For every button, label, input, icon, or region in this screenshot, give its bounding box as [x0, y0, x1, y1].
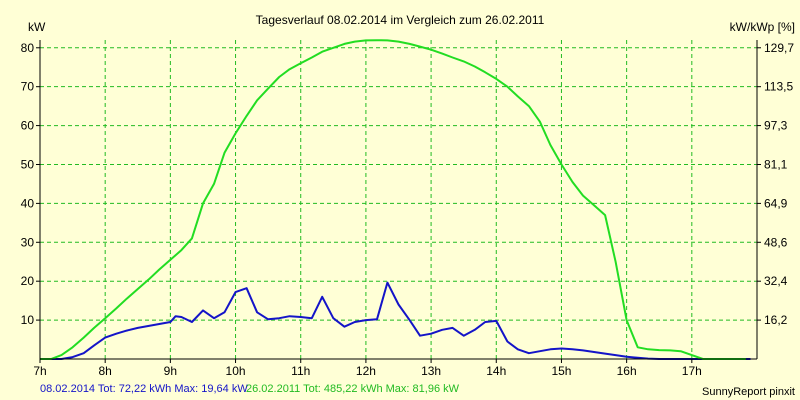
brand-label: SunnyReport pinxit [702, 386, 795, 398]
y-tick-label-left: 10 [21, 313, 35, 327]
series-line-2 [40, 39, 746, 360]
x-tick-label: 17h [682, 364, 702, 378]
y-tick-labels-right: 16,2 32,4 48,6 64,9 81,1 97,3 113,5 129,7 [764, 41, 794, 327]
y-tick-labels-left: 10 20 30 40 50 60 70 80 [21, 41, 35, 327]
y-axis-label-left: kW [28, 20, 46, 34]
y-axis-label-right: kW/kWp [%] [730, 20, 795, 34]
y-tick-label-left: 60 [21, 119, 35, 133]
y-tick-label-left: 20 [21, 274, 35, 288]
x-tick-label: 13h [421, 364, 441, 378]
chart-title: Tagesverlauf 08.02.2014 im Vergleich zum… [256, 13, 545, 27]
series-line-1 [40, 281, 751, 360]
y-tick-label-right: 81,1 [764, 157, 788, 171]
x-tick-label: 10h [226, 364, 246, 378]
x-tick-label: 7h [33, 364, 46, 378]
legend-series-2: 26.02.2011 Tot: 485,22 kWh Max: 81,96 kW [246, 383, 460, 395]
x-tick-label: 14h [486, 364, 506, 378]
x-tick-labels: 7h 8h 9h 10h 11h 12h 13h 14h 15h 16h 17h [33, 364, 702, 378]
y-tick-label-left: 40 [21, 196, 35, 210]
y-tick-label-left: 80 [21, 41, 35, 55]
grid [40, 40, 757, 359]
y-tick-label-left: 50 [21, 157, 35, 171]
y-tick-label-right: 113,5 [764, 80, 793, 94]
y-tick-label-right: 48,6 [764, 235, 788, 249]
y-tick-label-right: 64,9 [764, 196, 788, 210]
legend-series-1: 08.02.2014 Tot: 72,22 kWh Max: 19,64 kW [40, 383, 248, 395]
y-tick-label-right: 97,3 [764, 119, 788, 133]
axes [36, 40, 761, 363]
x-tick-label: 15h [551, 364, 571, 378]
x-tick-label: 16h [617, 364, 637, 378]
y-tick-label-left: 30 [21, 235, 35, 249]
y-tick-label-left: 70 [21, 80, 35, 94]
x-tick-label: 8h [99, 364, 112, 378]
y-tick-label-right: 129,7 [764, 41, 794, 55]
y-tick-label-right: 32,4 [764, 274, 788, 288]
y-tick-label-right: 16,2 [764, 313, 788, 327]
series-lines [40, 39, 751, 360]
x-tick-label: 11h [291, 364, 310, 378]
x-tick-label: 9h [164, 364, 177, 378]
x-tick-label: 12h [356, 364, 376, 378]
